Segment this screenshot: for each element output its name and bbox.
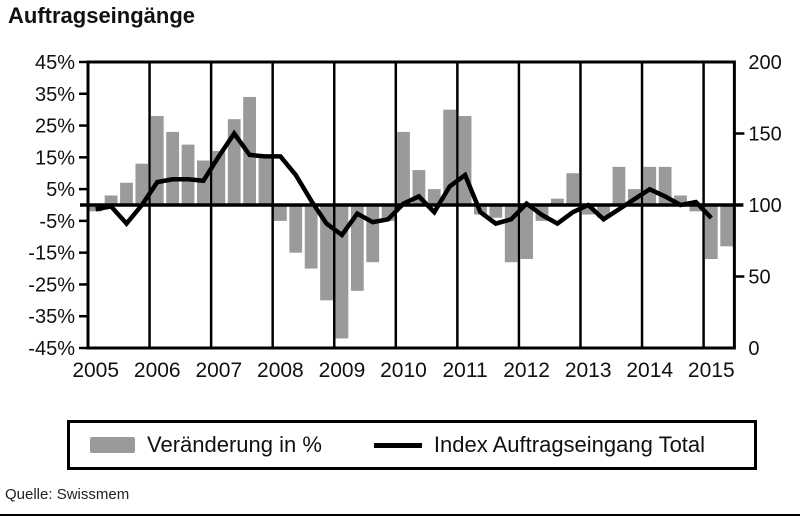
right-tick-label: 100: [748, 195, 781, 217]
x-year-label: 2015: [688, 359, 735, 382]
right-tick-label: 200: [748, 52, 781, 74]
chart-title: Auftragseingänge: [8, 3, 196, 28]
bar-2006-q2: [166, 131, 180, 205]
x-year-label: 2009: [319, 359, 366, 382]
left-tick-label: 5%: [46, 179, 75, 201]
bar-2005-q2: [104, 195, 118, 205]
x-year-label: 2007: [195, 359, 242, 382]
left-tick-label: 25%: [35, 116, 75, 138]
right-tick-label: 0: [748, 338, 759, 360]
bar-2014-q4: [689, 205, 703, 212]
left-tick-label: -35%: [28, 306, 75, 328]
bottom-rule: [0, 514, 800, 516]
legend-bar-swatch: [90, 437, 135, 453]
left-tick-label: 35%: [35, 84, 75, 106]
left-tick-label: -5%: [39, 211, 75, 233]
legend: Veränderung in % Index Auftragseingang T…: [67, 420, 757, 470]
bar-2009-q3: [366, 205, 380, 263]
bar-2008-q1: [273, 205, 287, 221]
bar-2008-q3: [304, 205, 318, 269]
x-year-label: 2011: [442, 359, 487, 382]
bar-2013-q3: [612, 166, 626, 205]
x-year-label: 2014: [626, 359, 673, 382]
bar-2012-q3: [551, 198, 564, 205]
bar-2015-q2: [720, 205, 734, 247]
bar-2009-q2: [350, 205, 364, 291]
bar-2005-q3: [120, 182, 133, 205]
legend-line-swatch: [373, 442, 422, 448]
left-tick-label: 45%: [35, 52, 75, 74]
x-year-label: 2010: [380, 359, 427, 382]
bar-2010-q3: [427, 189, 441, 205]
bar-2014-q1: [643, 166, 657, 205]
bar-2011-q3: [489, 205, 503, 218]
bar-2005-q4: [135, 163, 149, 205]
legend-bar-label: Veränderung in %: [147, 432, 322, 457]
x-year-label: 2012: [503, 359, 550, 382]
x-year-label: 2008: [257, 359, 304, 382]
bar-2007-q3: [243, 96, 256, 205]
index-line: [95, 129, 713, 239]
legend-line-label: Index Auftragseingang Total: [433, 432, 706, 457]
bar-2007-q4: [258, 157, 272, 205]
x-year-label: 2006: [134, 359, 181, 382]
bar-2014-q3: [674, 195, 687, 205]
right-tick-label: 50: [748, 267, 770, 289]
x-year-label: 2005: [72, 359, 119, 382]
left-tick-label: -45%: [28, 338, 75, 360]
bar-2006-q3: [181, 144, 195, 205]
bar-2009-q1: [335, 205, 349, 339]
bar-2013-q1: [581, 205, 595, 215]
left-tick-label: -25%: [28, 274, 75, 296]
bar-2010-q4: [443, 109, 457, 205]
bar-2008-q2: [289, 205, 303, 253]
bar-2008-q4: [320, 205, 333, 301]
chart-canvas: 45% 35% 25% 15% 5% -5% -15% -25% -35% -45% 200 150 1…: [28, 52, 781, 382]
bar-2010-q1: [397, 131, 410, 205]
left-tick-label: 15%: [35, 147, 75, 169]
right-tick-label: 150: [748, 124, 781, 146]
bar-2012-q1: [520, 205, 534, 260]
source-note: Quelle: Swissmem: [5, 486, 130, 503]
bar-2015-q1: [704, 205, 718, 260]
left-tick-label: -15%: [28, 243, 75, 265]
bar-2012-q4: [566, 173, 580, 205]
x-year-label: 2013: [565, 359, 612, 382]
